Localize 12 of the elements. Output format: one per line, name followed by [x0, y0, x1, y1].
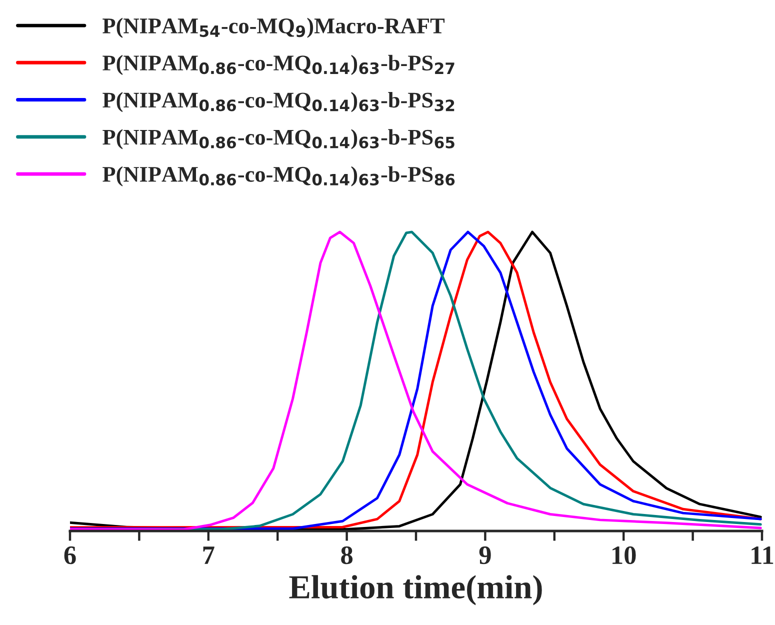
x-tick-label: 7 — [203, 546, 214, 564]
x-tick-label: 6 — [64, 546, 76, 564]
x-axis-title: Elution time(min) — [289, 575, 542, 606]
legend-label: P(NIPAM$_{0.86}$-co-MQ$_{0.14}$)$_{63}$-b-PS$_{65}$ — [102, 129, 454, 150]
legend-label: P(NIPAM$_{0.86}$-co-MQ$_{0.14}$)$_{63}$-b-PS$_{32}$ — [102, 92, 454, 112]
x-tick-label: 11 — [752, 546, 774, 564]
legend-label: P(NIPAM$_{0.86}$-co-MQ$_{0.14}$)$_{63}$-b-PS$_{86}$ — [102, 166, 455, 186]
x-tick-label: 10 — [612, 546, 636, 564]
legend-label: P(NIPAM$_{0.86}$-co-MQ$_{0.14}$)$_{63}$-b-PS$_{27}$ — [102, 54, 454, 76]
x-tick-label: 8 — [341, 546, 353, 564]
legend-label: P(NIPAM$_{54}$-co-MQ$_{9}$)Macro-RAFT — [102, 18, 445, 38]
x-tick-label: 9 — [479, 546, 491, 564]
